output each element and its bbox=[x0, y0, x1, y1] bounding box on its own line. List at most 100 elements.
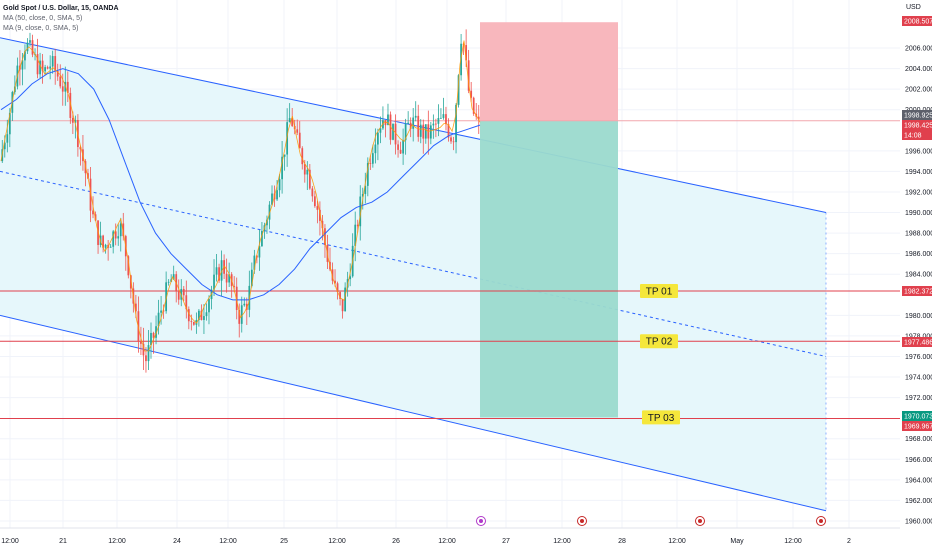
candle-body bbox=[404, 123, 407, 141]
channel-lower-line[interactable] bbox=[0, 314, 827, 512]
candle-body bbox=[445, 114, 447, 125]
candle-body bbox=[339, 292, 341, 299]
price-badge[interactable] bbox=[902, 16, 932, 26]
price-badge-text: 1977.486 bbox=[904, 340, 932, 347]
take-profit-labels[interactable]: TP 01 TP 02 TP 03 bbox=[640, 283, 680, 425]
candle-body bbox=[3, 142, 6, 150]
candle-body bbox=[258, 246, 261, 258]
candle-body bbox=[369, 163, 372, 164]
price-badge[interactable] bbox=[902, 120, 932, 130]
candle-body bbox=[450, 137, 452, 142]
candle-body bbox=[192, 322, 195, 325]
candle-body bbox=[301, 148, 304, 165]
candle-body bbox=[46, 67, 49, 69]
candle-body bbox=[412, 117, 415, 129]
ma50-line bbox=[0, 68, 481, 301]
tp-label-2[interactable]: TP 02 bbox=[640, 334, 678, 349]
time-tick-label: May bbox=[730, 538, 744, 545]
candle-body bbox=[303, 164, 306, 175]
candle-body bbox=[364, 185, 367, 195]
short-position-tool[interactable] bbox=[480, 22, 618, 418]
candle-body bbox=[109, 246, 112, 248]
tp-label-bg bbox=[640, 283, 678, 298]
price-tick-label: 1962.000 bbox=[905, 498, 932, 505]
candle-body bbox=[145, 355, 147, 362]
candle-body bbox=[8, 112, 11, 135]
price-tick-label: 1976.000 bbox=[905, 354, 932, 361]
candle-body bbox=[442, 114, 445, 118]
ma50-legend[interactable]: MA (50, close, 0, SMA, 5) bbox=[3, 15, 83, 22]
candle-body bbox=[366, 163, 369, 186]
tp-label-3[interactable]: TP 03 bbox=[642, 410, 680, 425]
ma9-line bbox=[0, 40, 481, 352]
candle-body bbox=[36, 54, 39, 75]
candle-body bbox=[41, 60, 44, 72]
price-tick-label: 1960.000 bbox=[905, 519, 932, 526]
take-profit-zone[interactable] bbox=[480, 120, 618, 418]
candle-body bbox=[477, 116, 480, 120]
chart-legend[interactable]: Gold Spot / U.S. Dollar, 15, OANDA MA (5… bbox=[3, 4, 119, 34]
candle-body bbox=[402, 140, 404, 154]
candle-body bbox=[298, 132, 301, 149]
channel-fill bbox=[0, 37, 826, 511]
symbol-title[interactable]: Gold Spot / U.S. Dollar, 15, OANDA bbox=[3, 5, 119, 12]
time-tick-label: 25 bbox=[280, 538, 288, 545]
candle-body bbox=[172, 274, 175, 280]
candle-body bbox=[341, 298, 344, 312]
candle-body bbox=[276, 190, 278, 200]
time-tick-label: 21 bbox=[59, 538, 67, 545]
price-axis[interactable]: 2006.0002004.0002002.0002000.0001996.000… bbox=[900, 0, 932, 550]
tp-label-1[interactable]: TP 01 bbox=[640, 283, 678, 298]
price-badge-text: 14:08 bbox=[904, 133, 922, 140]
candle-body bbox=[278, 179, 281, 191]
time-tick-label: 12:00 bbox=[668, 538, 686, 545]
candle-body bbox=[271, 193, 273, 205]
ma9-legend[interactable]: MA (9, close, 0, SMA, 5) bbox=[3, 25, 79, 32]
candle-body bbox=[379, 128, 382, 133]
price-badge[interactable] bbox=[902, 337, 932, 347]
candle-body bbox=[288, 118, 291, 123]
candle-body bbox=[26, 42, 29, 52]
candle-body bbox=[152, 332, 155, 338]
price-badge-text: 1998.425 bbox=[904, 123, 932, 130]
candle-body bbox=[399, 149, 402, 154]
tp-label-text: TP 03 bbox=[648, 413, 675, 424]
price-badge[interactable] bbox=[902, 286, 932, 296]
candle-body bbox=[434, 123, 437, 125]
candle-body bbox=[424, 124, 427, 139]
candle-body bbox=[24, 51, 26, 61]
candle-body bbox=[203, 316, 205, 320]
candle-body bbox=[142, 343, 145, 356]
price-tick-label: 1974.000 bbox=[905, 375, 932, 382]
economic-events[interactable] bbox=[476, 516, 826, 526]
tp-label-text: TP 02 bbox=[646, 337, 673, 348]
candle-body bbox=[261, 230, 263, 247]
candle-body bbox=[389, 114, 392, 140]
price-badge[interactable] bbox=[902, 421, 932, 431]
candle-body bbox=[296, 129, 299, 133]
candle-body bbox=[220, 260, 223, 281]
candle-body bbox=[374, 144, 377, 154]
candle-body bbox=[162, 310, 165, 312]
time-tick-label: 12:00 bbox=[784, 538, 802, 545]
price-badge-text: 1969.967 bbox=[904, 424, 932, 431]
tp-label-bg bbox=[640, 334, 678, 349]
candle-body bbox=[89, 178, 92, 211]
candle-body bbox=[397, 144, 399, 150]
candle-body bbox=[311, 188, 314, 197]
horizontal-levels[interactable] bbox=[0, 120, 900, 420]
candle-body bbox=[66, 81, 69, 93]
time-tick-label: 12:00 bbox=[438, 538, 456, 545]
stop-loss-zone[interactable] bbox=[480, 22, 618, 121]
candle-body bbox=[165, 282, 168, 312]
time-axis[interactable]: 12:00 21 12:00 24 12:00 25 12:00 26 12:00 27 12:00… bbox=[0, 527, 900, 545]
price-badge[interactable] bbox=[902, 110, 932, 120]
price-badge[interactable] bbox=[902, 130, 932, 140]
currency-label[interactable]: USD bbox=[906, 4, 921, 11]
candle-body bbox=[283, 154, 286, 157]
candle-body bbox=[54, 56, 57, 71]
price-badge[interactable] bbox=[902, 411, 932, 421]
candle-body bbox=[187, 309, 190, 322]
